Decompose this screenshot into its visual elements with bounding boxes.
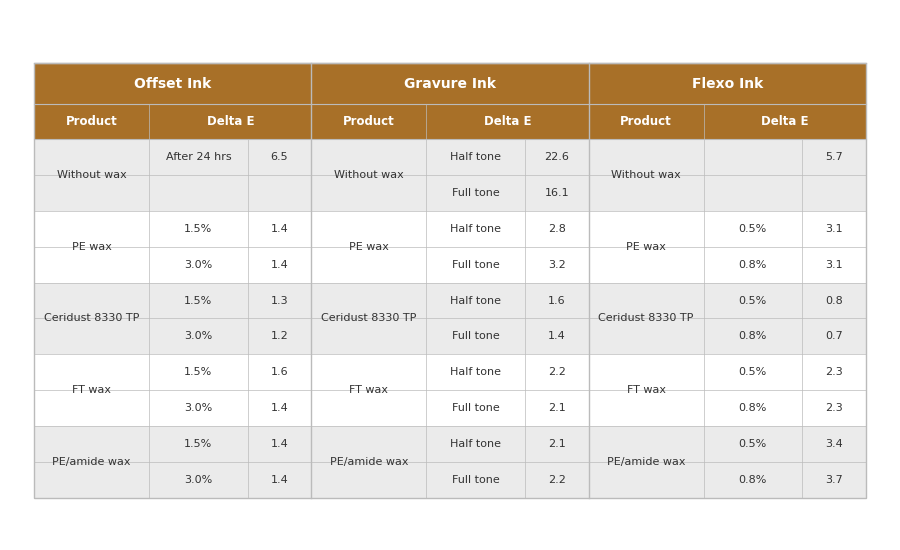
Text: 0.5%: 0.5% xyxy=(739,224,767,234)
Text: 0.8%: 0.8% xyxy=(739,403,767,413)
Text: PE/amide wax: PE/amide wax xyxy=(52,457,131,467)
Text: Half tone: Half tone xyxy=(450,152,501,162)
Text: 3.1: 3.1 xyxy=(825,224,842,234)
Text: PE wax: PE wax xyxy=(349,242,389,252)
Text: 3.4: 3.4 xyxy=(825,439,842,449)
Text: Ceridust 8330 TP: Ceridust 8330 TP xyxy=(321,314,417,323)
Text: 3.0%: 3.0% xyxy=(184,475,212,485)
Text: 1.4: 1.4 xyxy=(271,260,288,270)
Text: After 24 hrs: After 24 hrs xyxy=(166,152,231,162)
Text: 1.4: 1.4 xyxy=(271,224,288,234)
Text: 1.5%: 1.5% xyxy=(184,295,212,305)
Text: Product: Product xyxy=(66,116,118,128)
Text: 1.5%: 1.5% xyxy=(184,439,212,449)
Text: Full tone: Full tone xyxy=(452,260,500,270)
Text: Ceridust 8330 TP: Ceridust 8330 TP xyxy=(598,314,694,323)
Text: Full tone: Full tone xyxy=(452,332,500,342)
Text: PE/amide wax: PE/amide wax xyxy=(329,457,409,467)
Text: Delta E: Delta E xyxy=(207,116,254,128)
Text: Half tone: Half tone xyxy=(450,439,501,449)
Text: 1.5%: 1.5% xyxy=(184,224,212,234)
Text: 2.3: 2.3 xyxy=(825,403,842,413)
Text: 0.8%: 0.8% xyxy=(739,332,767,342)
Text: 0.5%: 0.5% xyxy=(739,295,767,305)
Text: Ceridust 8330 TP: Ceridust 8330 TP xyxy=(44,314,140,323)
Text: PE/amide wax: PE/amide wax xyxy=(607,457,686,467)
Text: Half tone: Half tone xyxy=(450,224,501,234)
Text: Offset Ink: Offset Ink xyxy=(134,77,212,91)
Text: Half tone: Half tone xyxy=(450,295,501,305)
Text: 3.7: 3.7 xyxy=(825,475,842,485)
Text: 1.4: 1.4 xyxy=(271,475,288,485)
Text: Without wax: Without wax xyxy=(334,170,404,180)
Text: Without wax: Without wax xyxy=(57,170,127,180)
Text: 2.1: 2.1 xyxy=(548,439,565,449)
Text: 0.8%: 0.8% xyxy=(739,260,767,270)
Text: Full tone: Full tone xyxy=(452,188,500,198)
Text: Product: Product xyxy=(343,116,395,128)
Text: 0.5%: 0.5% xyxy=(739,439,767,449)
Text: PE wax: PE wax xyxy=(626,242,666,252)
Text: Full tone: Full tone xyxy=(452,475,500,485)
Text: 1.4: 1.4 xyxy=(548,332,565,342)
Text: FT wax: FT wax xyxy=(349,385,389,395)
Text: Half tone: Half tone xyxy=(450,367,501,377)
Text: 2.2: 2.2 xyxy=(548,367,566,377)
Text: 1.4: 1.4 xyxy=(271,439,288,449)
Text: 3.0%: 3.0% xyxy=(184,332,212,342)
Text: 22.6: 22.6 xyxy=(544,152,569,162)
Text: 2.8: 2.8 xyxy=(548,224,566,234)
Text: 1.6: 1.6 xyxy=(271,367,288,377)
Text: Gravure Ink: Gravure Ink xyxy=(404,77,496,91)
Text: 0.7: 0.7 xyxy=(825,332,842,342)
Text: 0.5%: 0.5% xyxy=(739,367,767,377)
Text: 0.8: 0.8 xyxy=(825,295,842,305)
Text: Flexo Ink: Flexo Ink xyxy=(691,77,763,91)
Text: 2.1: 2.1 xyxy=(548,403,565,413)
Text: 1.3: 1.3 xyxy=(271,295,288,305)
Text: Full tone: Full tone xyxy=(452,403,500,413)
Text: 1.4: 1.4 xyxy=(271,403,288,413)
Text: 3.0%: 3.0% xyxy=(184,403,212,413)
Text: Delta E: Delta E xyxy=(484,116,531,128)
Text: 1.5%: 1.5% xyxy=(184,367,212,377)
Text: 2.2: 2.2 xyxy=(548,475,566,485)
Text: 0.8%: 0.8% xyxy=(739,475,767,485)
Text: FT wax: FT wax xyxy=(72,385,112,395)
Text: 3.2: 3.2 xyxy=(548,260,565,270)
Text: 16.1: 16.1 xyxy=(544,188,569,198)
Text: 3.1: 3.1 xyxy=(825,260,842,270)
Text: 1.6: 1.6 xyxy=(548,295,565,305)
Text: Without wax: Without wax xyxy=(611,170,681,180)
Text: 1.2: 1.2 xyxy=(271,332,288,342)
Text: 3.0%: 3.0% xyxy=(184,260,212,270)
Text: 2.3: 2.3 xyxy=(825,367,842,377)
Text: PE wax: PE wax xyxy=(72,242,112,252)
Text: FT wax: FT wax xyxy=(626,385,666,395)
Text: Product: Product xyxy=(620,116,672,128)
Text: Delta E: Delta E xyxy=(761,116,808,128)
Text: 5.7: 5.7 xyxy=(825,152,842,162)
Text: 6.5: 6.5 xyxy=(271,152,288,162)
